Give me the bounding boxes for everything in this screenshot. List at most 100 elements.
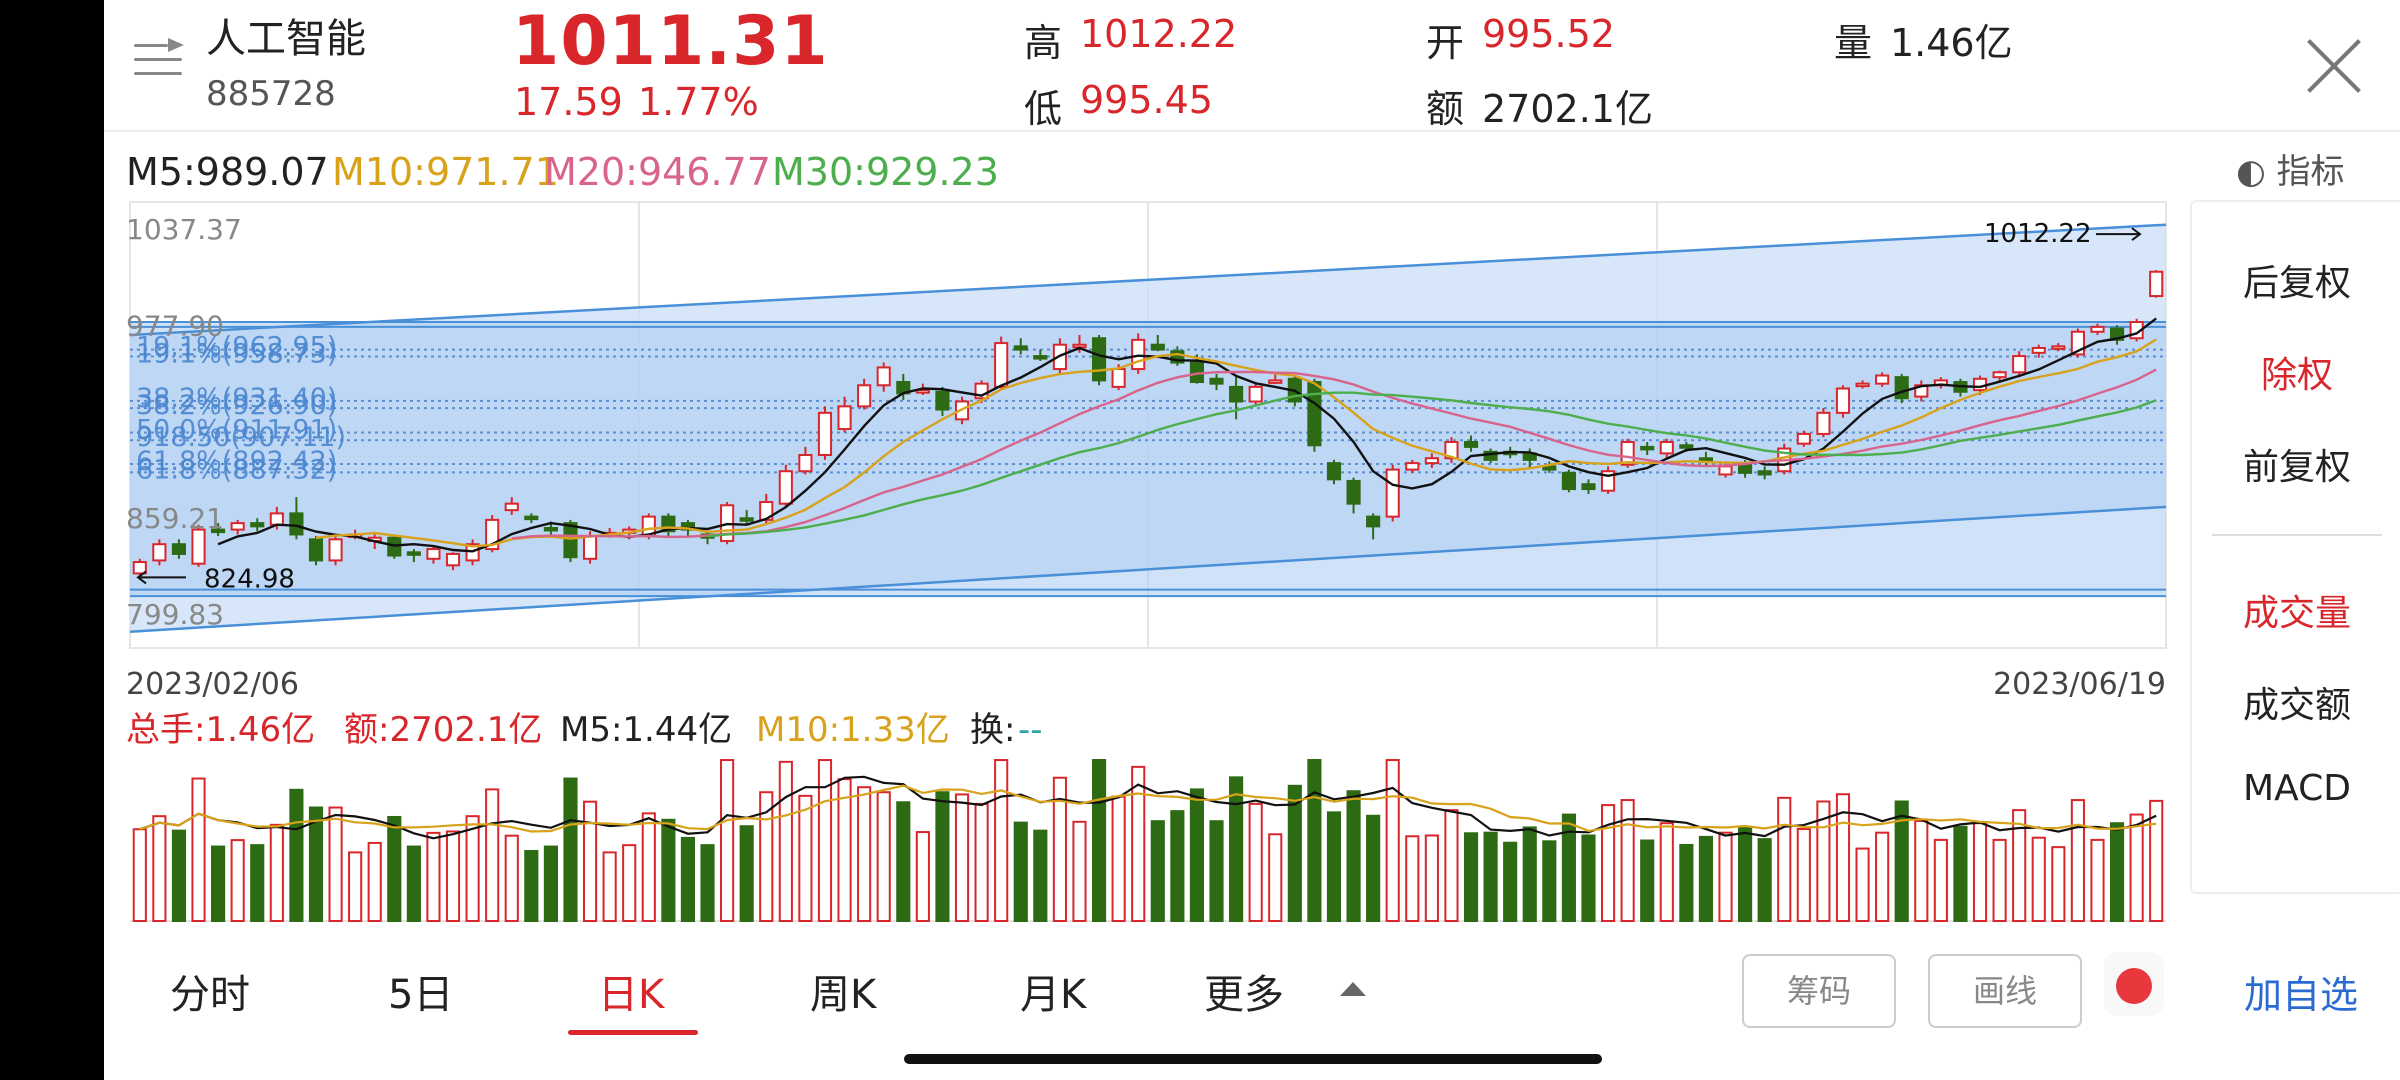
candle-body: [1855, 382, 1870, 388]
candle: [1150, 334, 1165, 352]
candle-body: [289, 512, 304, 536]
close-icon[interactable]: [2304, 36, 2364, 96]
candle: [1248, 383, 1263, 407]
candle: [837, 396, 852, 433]
tab-more[interactable]: 更多: [1204, 972, 1284, 1018]
candle: [2051, 343, 2066, 352]
candle-body: [1170, 350, 1185, 364]
caret-up-icon[interactable]: [1340, 982, 1366, 996]
candle-body: [817, 411, 833, 457]
candle-body: [269, 512, 284, 526]
option-forward-adjust[interactable]: 前复权: [2242, 447, 2351, 488]
current-price: 1011.31: [512, 2, 829, 81]
candle-body: [1346, 479, 1361, 505]
volume-value: 1.46亿: [1890, 21, 2013, 65]
tab-daily-k[interactable]: 日K: [598, 972, 665, 1018]
candle-body: [1561, 471, 1576, 491]
candle-body: [308, 538, 324, 562]
volume-bar: [1091, 759, 1107, 922]
y-axis-label: 977.90: [126, 309, 224, 342]
candle: [1444, 437, 1459, 464]
volume-bar: [1933, 838, 1948, 922]
volume-bar: [1972, 822, 1988, 922]
volume-amount-label: 额:2702.1亿: [344, 710, 542, 750]
fib-label: 38.2%(926.90): [136, 390, 337, 421]
volume-bar: [1424, 834, 1439, 922]
candle-body: [1875, 374, 1890, 385]
candle-body: [152, 543, 167, 562]
volume-bar: [426, 831, 441, 922]
candle-body: [1444, 441, 1459, 460]
ma10-line: [315, 338, 2157, 548]
tab-5day[interactable]: 5日: [388, 972, 454, 1018]
fib-label: 38.2%(931.40): [136, 383, 337, 414]
candle-body: [230, 522, 245, 531]
volume-label: 量: [1834, 21, 1873, 65]
volume-m5-label: M5:1.44亿: [560, 710, 732, 750]
candle-body: [1542, 465, 1557, 471]
option-macd[interactable]: MACD: [2243, 768, 2351, 809]
menu-icon[interactable]: [134, 38, 184, 80]
volume-bar: [1326, 811, 1342, 922]
candle: [1855, 380, 1870, 389]
volume-bar: [641, 812, 656, 922]
volume-bar: [2109, 822, 2125, 922]
chips-button[interactable]: 筹码: [1742, 954, 1896, 1028]
candle: [230, 519, 245, 535]
min-price-label: 824.98: [204, 564, 295, 594]
turnover-label: 换:: [970, 710, 1015, 750]
volume-bar: [1718, 831, 1733, 922]
candle: [1796, 430, 1811, 447]
candle: [994, 336, 1009, 391]
volume-bar: [524, 849, 539, 922]
volume-bar: [1640, 839, 1655, 922]
candle: [445, 552, 461, 571]
ma30-line: [707, 391, 2157, 538]
volume-bar: [1777, 796, 1792, 922]
volume-chart[interactable]: 总手:1.46亿 额:2702.1亿 M5:1.44亿 M10:1.33亿 换: --: [104, 705, 2184, 927]
volume-bar: [954, 793, 970, 922]
candle-body: [1033, 355, 1048, 360]
ma20-line: [511, 368, 2157, 540]
candle-body: [211, 528, 226, 534]
ma30-legend: M30:929.23: [772, 150, 999, 194]
y-axis-label: 859.21: [126, 502, 224, 535]
tab-intraday[interactable]: 分时: [170, 972, 250, 1018]
option-amount[interactable]: 成交额: [2242, 685, 2351, 726]
fib-label: 19.1%(958.73): [136, 339, 337, 370]
candle-body: [406, 551, 421, 556]
candle: [1581, 479, 1596, 494]
kline-chart[interactable]: 1037.37 977.90 859.21 799.83 19.1%(962.95)19…: [104, 196, 2184, 706]
volume-bar: [1248, 802, 1263, 922]
candle-body: [994, 342, 1009, 388]
add-favorite-button[interactable]: 加自选: [2244, 973, 2359, 1017]
indicator-button[interactable]: ◐ 指标: [2236, 152, 2345, 192]
tab-monthly-k[interactable]: 月K: [1020, 972, 1087, 1018]
volume-bar: [269, 823, 284, 922]
candle: [1131, 333, 1146, 374]
candle-body: [1111, 368, 1126, 388]
candle: [1659, 438, 1674, 459]
fib-label: 918.50(907.11): [136, 422, 346, 453]
option-ex-rights[interactable]: 除权: [2260, 355, 2333, 396]
candle-body: [837, 405, 852, 431]
volume-bar: [1444, 809, 1459, 922]
stock-detail-screen: 人工智能 885728 1011.31 17.59 1.77% 高 1012.2…: [104, 0, 2400, 1080]
volume-bar: [1307, 759, 1322, 922]
draw-line-button[interactable]: 画线: [1928, 954, 2082, 1028]
record-icon: [2116, 968, 2152, 1004]
volume-bar: [1229, 776, 1244, 922]
candle-body: [1268, 379, 1283, 384]
option-backward-adjust[interactable]: 后复权: [2242, 263, 2351, 304]
fib-label: 61.8%(887.32): [136, 454, 337, 485]
volume-bar: [543, 845, 558, 922]
volume-bar: [1894, 800, 1909, 922]
candle-body: [1307, 381, 1322, 447]
turnover-value: --: [1018, 710, 1043, 750]
end-date-label: 2023/06/19: [1993, 667, 2166, 702]
option-volume[interactable]: 成交量: [2242, 593, 2351, 634]
volume-bar: [328, 806, 343, 922]
tab-weekly-k[interactable]: 周K: [810, 972, 877, 1018]
volume-bar: [1483, 831, 1498, 922]
candle: [308, 536, 324, 566]
